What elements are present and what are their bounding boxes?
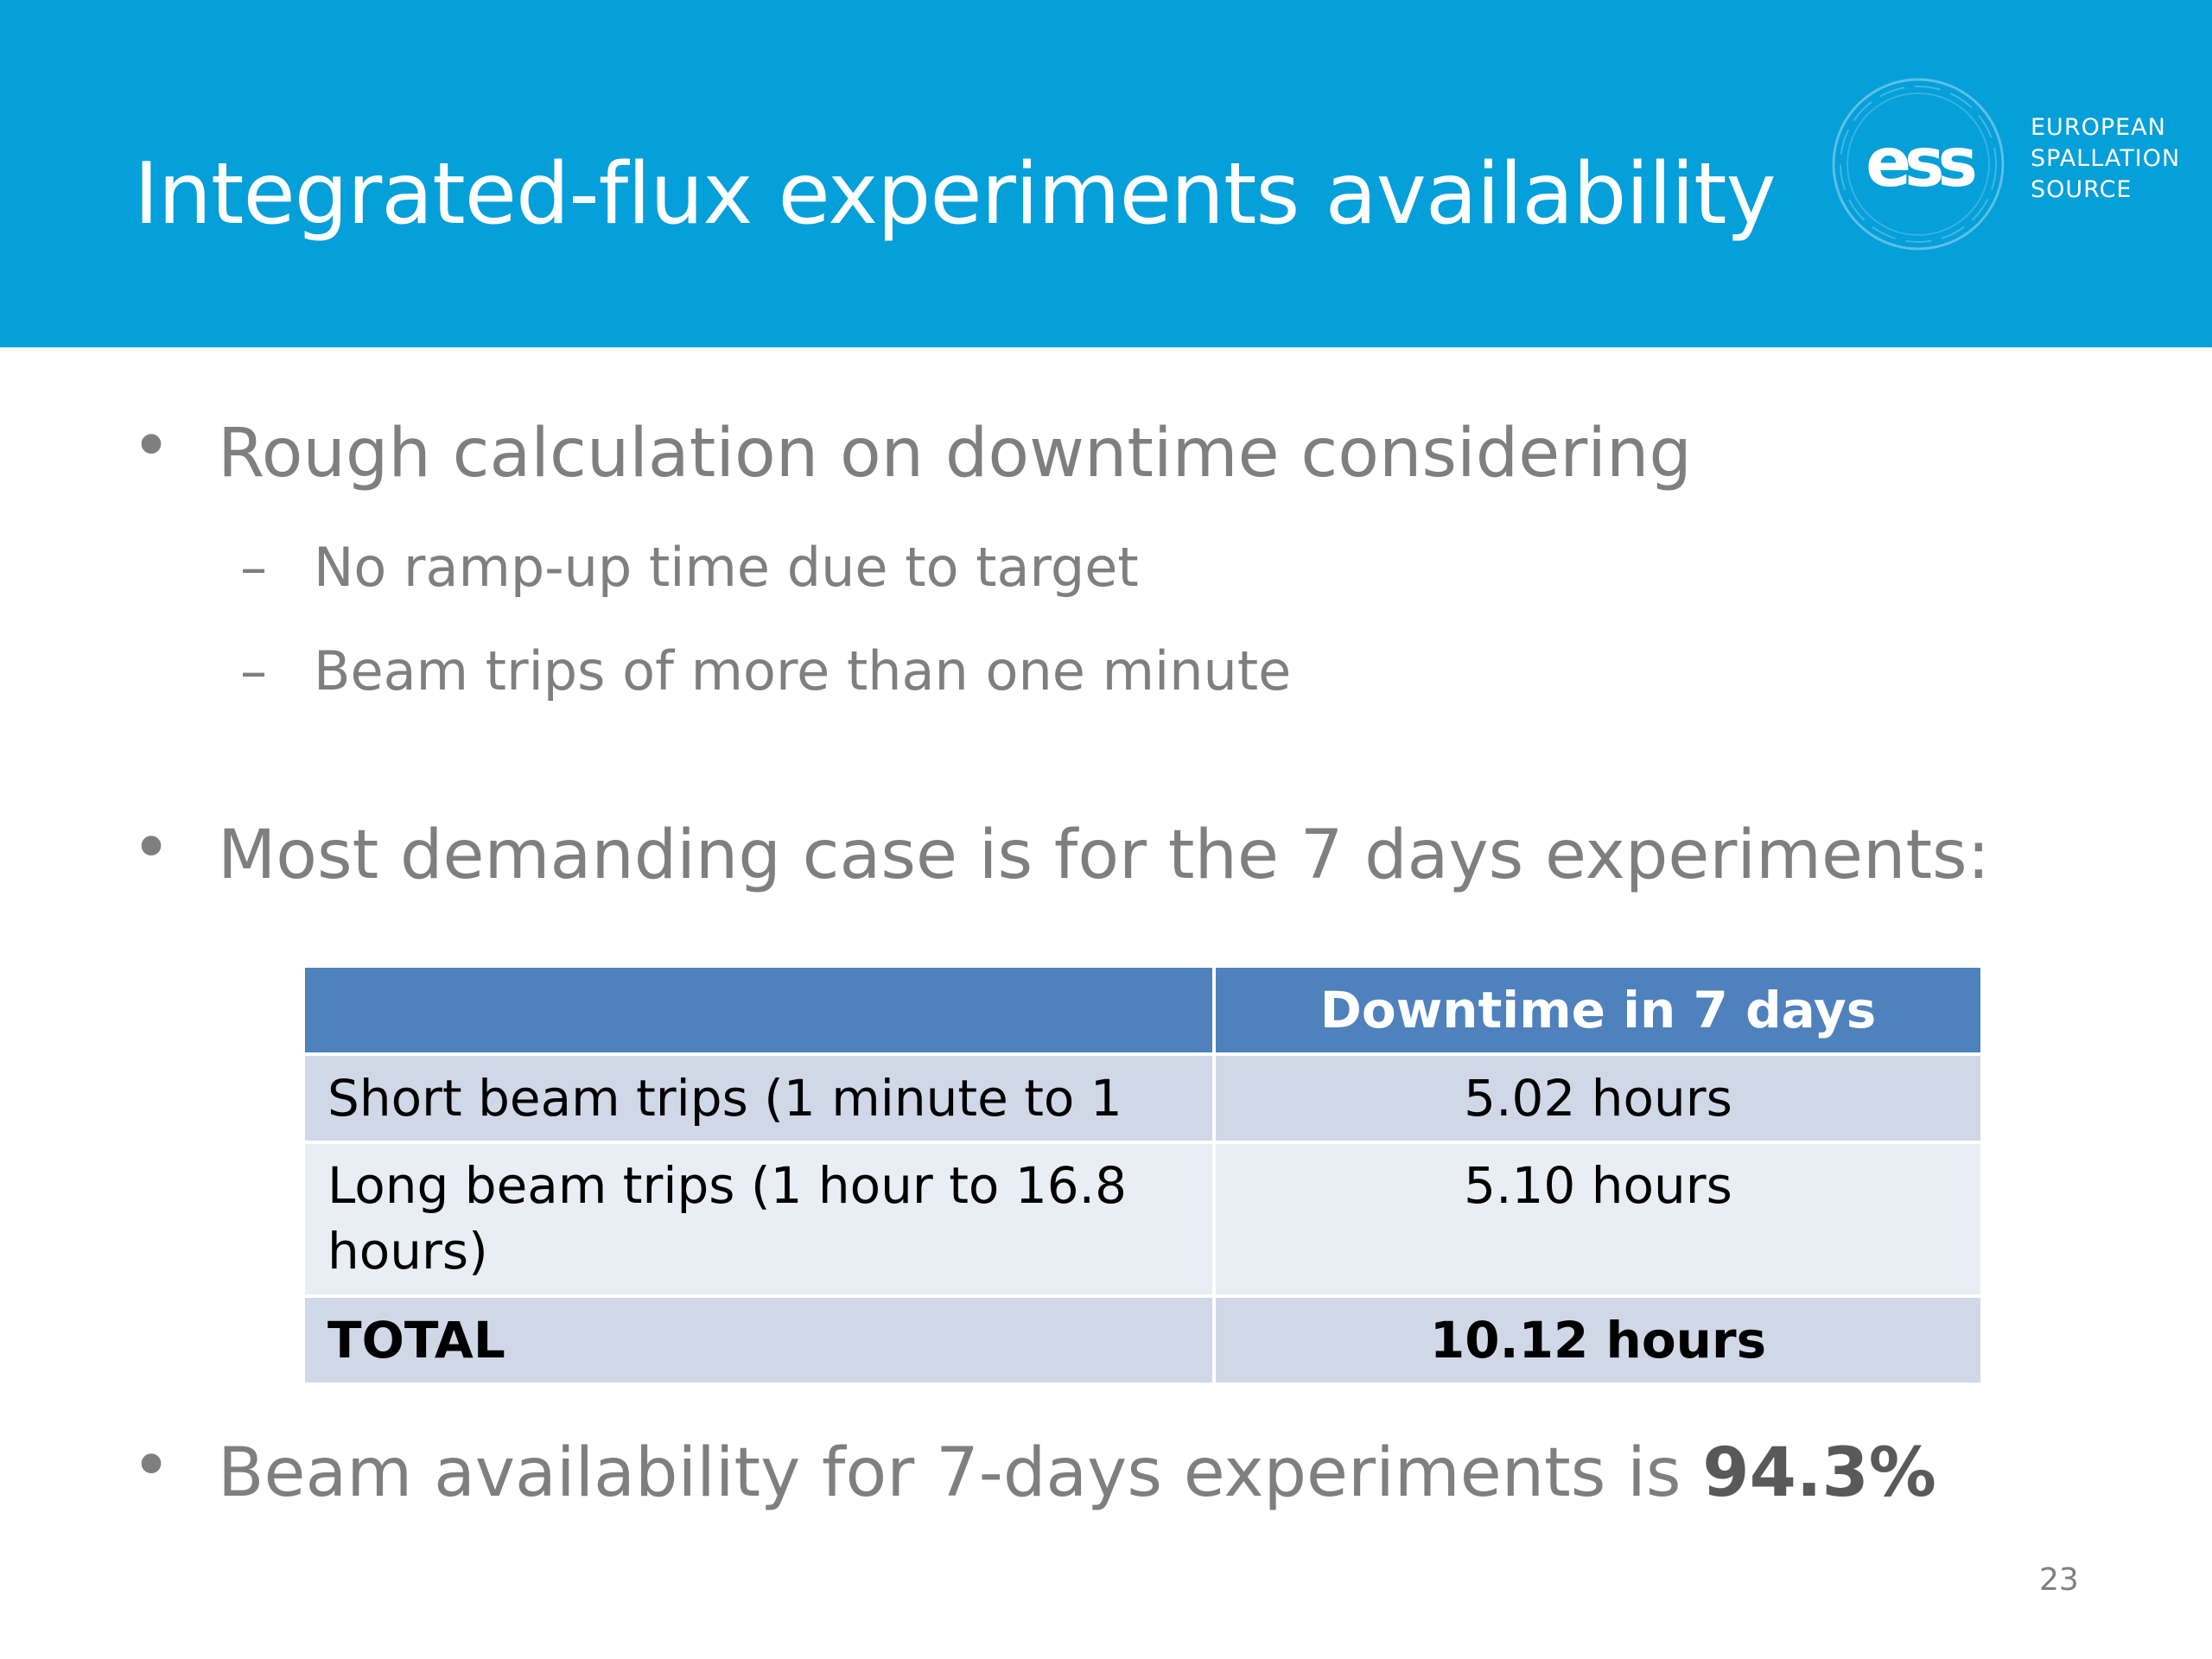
- bullet-1-text: Rough calculation on downtime considerin…: [218, 415, 1692, 493]
- table-total-row: TOTAL 10.12 hours: [305, 1298, 1980, 1382]
- table-header-row: Downtime in 7 days: [305, 968, 1980, 1052]
- row-label-line-1: Long beam trips (1 hour to 16.8: [327, 1156, 1127, 1215]
- bullet-marker: •: [131, 408, 172, 486]
- bullet-marker: •: [131, 1427, 172, 1505]
- ess-logo-icon: ess: [1832, 78, 2005, 251]
- sub-bullet-1-text: No ramp-up time due to target: [314, 536, 1139, 599]
- dash-marker: –: [240, 536, 267, 599]
- ess-logo: ess EUROPEAN SPALLATION SOURCE: [1832, 69, 2195, 268]
- logo-line-2: SPALLATION: [2031, 145, 2181, 172]
- table-row: Short beam trips (1 minute to 1 hour) 5.…: [305, 1056, 1980, 1212]
- slide-title: Integrated-flux experiments availability: [134, 145, 1777, 244]
- logo-line-1: EUROPEAN: [2031, 114, 2166, 141]
- bullet-2-text: Most demanding case is for the 7 days ex…: [218, 817, 1990, 894]
- page-number: 23: [2039, 1562, 2079, 1598]
- dash-marker: –: [240, 639, 267, 702]
- row-value: 5.10 hours: [1216, 1144, 1980, 1294]
- table-row: Long beam trips (1 hour to 16.8 hours) 5…: [305, 1144, 1980, 1294]
- logo-mark: ess: [1866, 124, 1974, 202]
- sub-bullet-2-text: Beam trips of more than one minute: [314, 639, 1292, 702]
- row-label: Long beam trips (1 hour to 16.8 hours): [305, 1144, 1212, 1294]
- slide-header: Integrated-flux experiments availability…: [0, 0, 2212, 347]
- availability-value: 94.3%: [1702, 1434, 1936, 1512]
- total-value: 10.12 hours: [1216, 1298, 1980, 1382]
- total-label: TOTAL: [305, 1298, 1212, 1382]
- row-label-line-2: hours): [327, 1222, 488, 1281]
- row-value: 5.02 hours: [1216, 1056, 1980, 1141]
- header-cell-label: [305, 968, 1212, 1052]
- bullet-3-text: Beam availability for 7-days experiments…: [218, 1434, 1936, 1512]
- row-label: Short beam trips (1 minute to 1 hour): [305, 1056, 1212, 1212]
- logo-wordmark: EUROPEAN SPALLATION SOURCE: [2031, 112, 2180, 206]
- bullet-3-prefix: Beam availability for 7-days experiments…: [218, 1434, 1703, 1512]
- header-cell-downtime: Downtime in 7 days: [1216, 968, 1980, 1052]
- bullet-marker: •: [131, 810, 172, 887]
- logo-line-3: SOURCE: [2031, 176, 2133, 203]
